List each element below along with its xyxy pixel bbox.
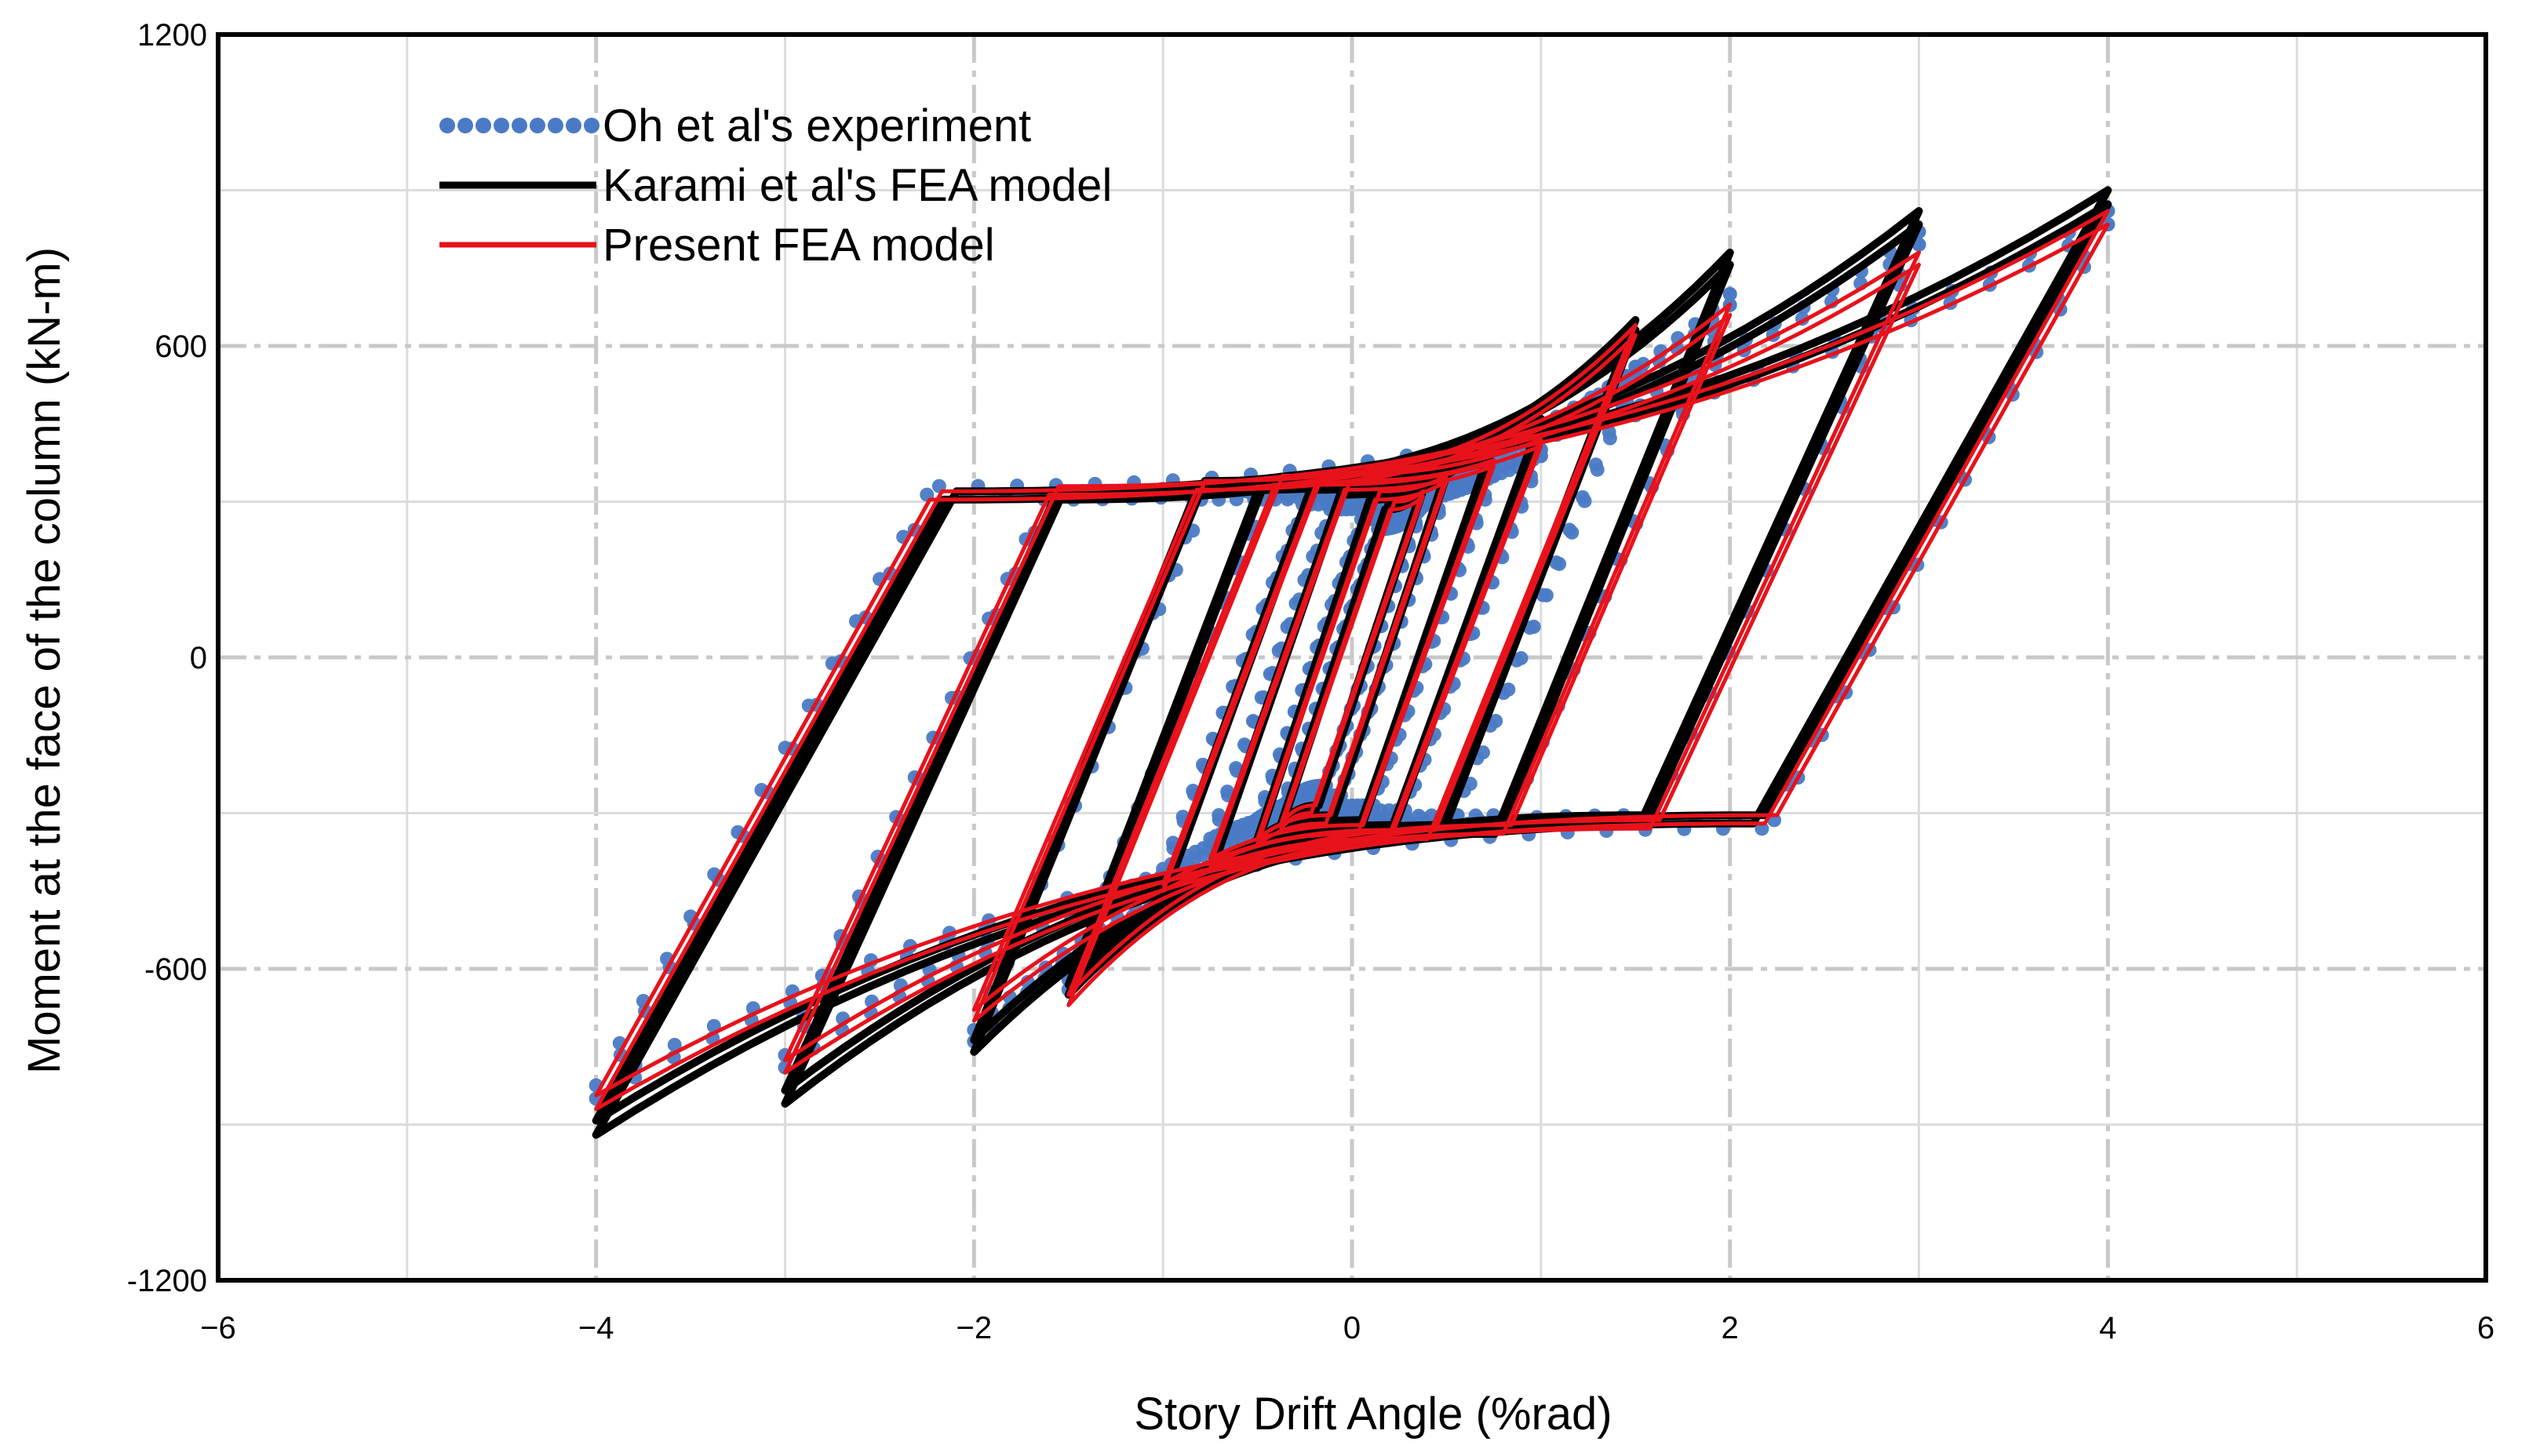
x-tick-label: −4	[578, 1311, 614, 1345]
legend-marker	[566, 118, 581, 133]
x-tick-labels: −6 −4 −2 0 2 4 6	[200, 1311, 2494, 1345]
experiment-marker	[1526, 619, 1541, 634]
present-fea-loop	[594, 209, 2110, 1112]
y-tick-label: 1200	[137, 18, 207, 53]
experiment-marker	[1602, 431, 1617, 446]
x-tick-label: 0	[1343, 1311, 1361, 1345]
y-axis-title: Moment at the face of the column (kN-m)	[19, 247, 70, 1074]
legend-marker	[457, 118, 473, 133]
present-fea-loop	[594, 222, 2110, 1097]
legend-label: Present FEA model	[603, 220, 995, 271]
experiment-marker	[1514, 650, 1529, 665]
experiment-marker	[1220, 784, 1235, 799]
experiment-marker	[1229, 761, 1244, 776]
present-fea-loop	[783, 262, 1921, 1062]
experiment-marker	[1577, 493, 1592, 508]
series-3	[594, 209, 2110, 1112]
legend-marker	[439, 118, 455, 133]
x-tick-label: 2	[1722, 1311, 1739, 1345]
y-tick-label: -600	[144, 952, 207, 987]
series-layer	[589, 186, 2115, 1139]
experiment-marker	[1282, 490, 1297, 504]
legend-marker	[530, 118, 545, 133]
experiment-marker	[1539, 588, 1554, 602]
legend-label: Karami et al's FEA model	[603, 160, 1112, 211]
experiment-marker	[667, 1037, 682, 1052]
y-tick-label: 0	[190, 641, 207, 675]
x-axis-title: Story Drift Angle (%rad)	[1134, 1389, 1612, 1440]
experiment-marker	[1552, 556, 1567, 571]
grid-layer	[218, 35, 2486, 1280]
y-tick-label: 600	[155, 329, 207, 364]
experiment-marker	[1475, 745, 1490, 760]
experiment-marker	[1722, 286, 1737, 301]
experiment-marker	[1501, 682, 1516, 697]
x-tick-label: −6	[200, 1311, 236, 1345]
present-fea-loop	[783, 250, 1921, 1075]
experiment-marker	[1212, 808, 1226, 823]
experiment-marker	[1590, 462, 1605, 477]
experiment-marker	[1489, 714, 1503, 729]
present-fea-loop	[1208, 464, 1496, 861]
x-tick-label: −2	[957, 1311, 993, 1345]
x-tick-label: 4	[2099, 1311, 2116, 1345]
legend-marker	[512, 118, 527, 133]
legend-marker	[494, 118, 509, 133]
legend-label: Oh et al's experiment	[603, 100, 1031, 151]
legend-marker	[548, 118, 563, 133]
legend-marker	[584, 118, 599, 133]
y-tick-labels: 1200 600 0 -600 -1200	[127, 18, 207, 1298]
legend: Oh et al's experiment Karami et al's FEA …	[439, 100, 1112, 271]
plot-frame	[216, 32, 2488, 1283]
y-tick-label: -1200	[127, 1264, 207, 1298]
legend-marker	[476, 118, 491, 133]
x-tick-label: 6	[2477, 1311, 2494, 1345]
experiment-marker	[1565, 525, 1580, 540]
present-fea-loop	[1279, 489, 1425, 831]
